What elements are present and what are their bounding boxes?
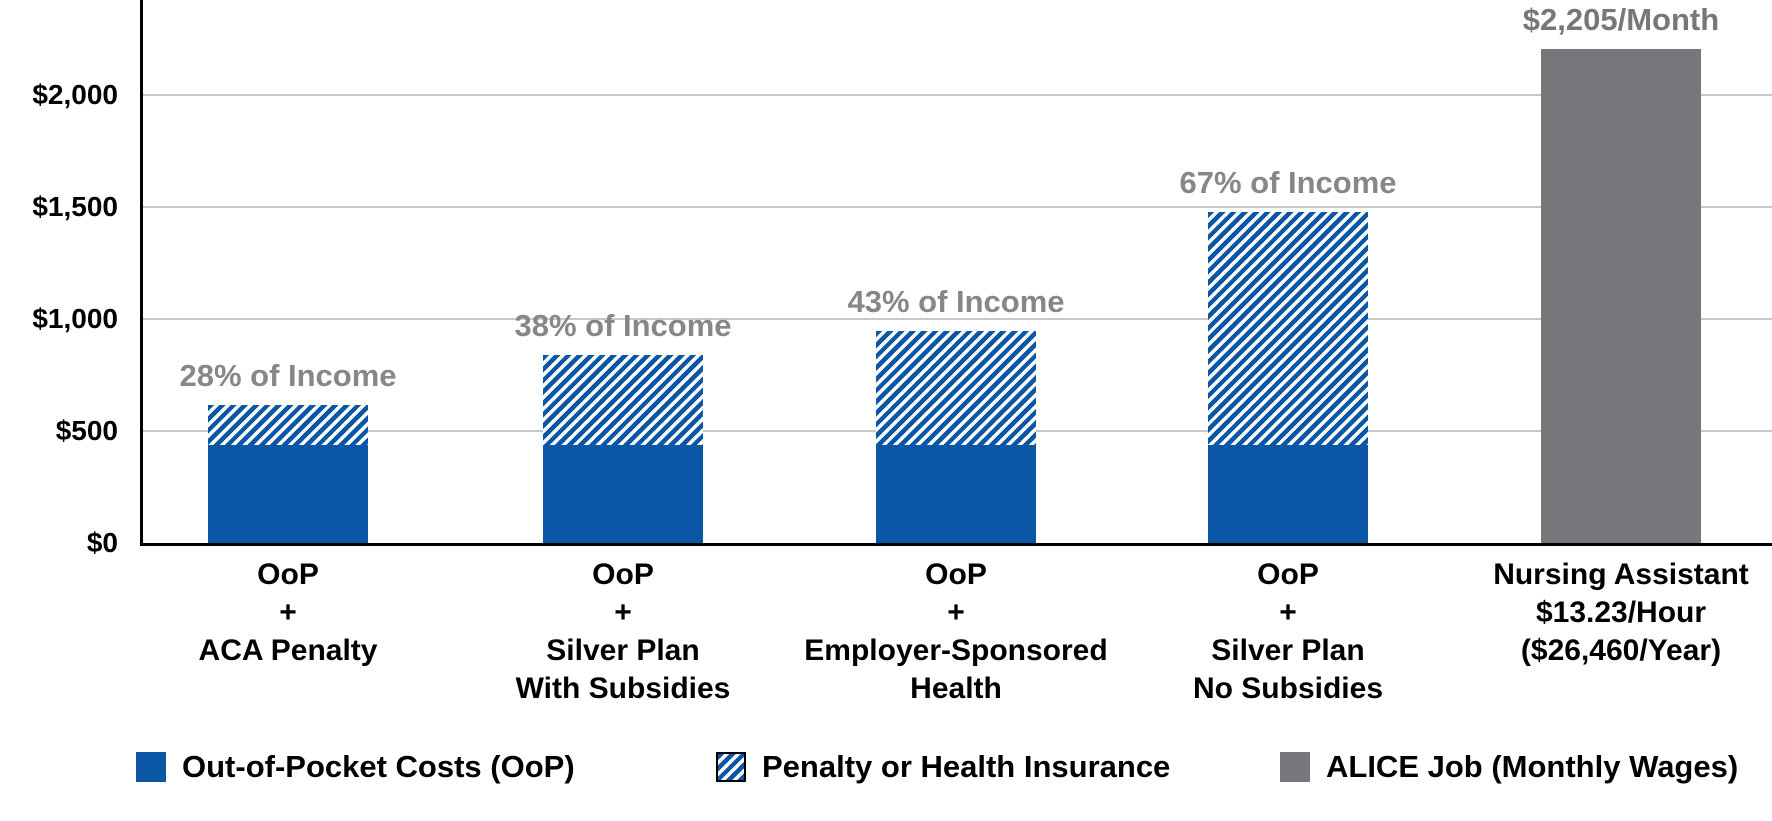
y-gridline	[143, 206, 1772, 208]
bar-segment-hatched-blue	[543, 355, 703, 445]
bar-segment-hatched-blue	[208, 405, 368, 445]
bar-segment-solid-blue	[1208, 445, 1368, 543]
bar-segment-solid-blue	[208, 445, 368, 543]
x-axis-category-line: Silver Plan	[1211, 634, 1365, 667]
y-gridline	[143, 94, 1772, 96]
bar-segment-solid-gray	[1541, 49, 1701, 543]
bar-segment-hatched-blue	[876, 331, 1036, 445]
legend-label: Penalty or Health Insurance	[762, 749, 1171, 784]
x-axis-category-line: OoP	[257, 558, 319, 591]
x-axis-category-line: ACA Penalty	[198, 634, 378, 667]
legend-item: Penalty or Health Insurance	[716, 750, 1170, 784]
x-axis-category-line: +	[614, 596, 632, 629]
legend-item: ALICE Job (Monthly Wages)	[1280, 750, 1738, 784]
x-axis-category-label: OoP + Silver Plan No Subsidies	[1098, 556, 1478, 708]
x-axis-category-line: +	[279, 596, 297, 629]
x-axis-category-label: OoP + Silver Plan With Subsidies	[433, 556, 813, 708]
y-axis-tick-label: $1,000	[32, 303, 118, 334]
x-axis-category-line: +	[947, 596, 965, 629]
y-gridline	[143, 318, 1772, 320]
bar-annotation: $2,205/Month	[1522, 2, 1720, 37]
legend-swatch-hatched-blue	[716, 752, 746, 782]
x-axis-category-line: No Subsidies	[1192, 672, 1384, 705]
x-axis-category-line: With Subsidies	[515, 672, 731, 705]
x-axis-category-line: Health	[910, 672, 1002, 705]
y-axis-tick-label: $2,000	[32, 79, 118, 110]
x-axis-category-line: OoP	[925, 558, 987, 591]
legend-label: Out-of-Pocket Costs (OoP)	[182, 749, 575, 784]
y-axis-tick-label: $500	[55, 415, 118, 446]
bar-annotation: 43% of Income	[847, 284, 1065, 319]
x-axis-category-label: Nursing Assistant $13.23/Hour ($26,460/Yea…	[1431, 556, 1772, 670]
legend-swatch-solid-gray	[1280, 752, 1310, 782]
plot-area: 28% of Income 38% of Income 43% of Income 6…	[140, 0, 1772, 546]
bar-segment-hatched-blue	[1208, 212, 1368, 445]
bar-segment-solid-blue	[876, 445, 1036, 543]
x-axis-category-label: OoP + ACA Penalty	[98, 556, 478, 670]
bar-annotation: 38% of Income	[514, 308, 732, 343]
x-axis-category-line: ($26,460/Year)	[1520, 634, 1722, 667]
x-axis-category-line: Employer-Sponsored	[804, 634, 1108, 667]
x-axis-category-line: Nursing Assistant	[1493, 558, 1749, 591]
bar-annotation: 67% of Income	[1179, 165, 1397, 200]
x-axis-category-line: Silver Plan	[546, 634, 700, 667]
legend-swatch-solid-blue	[136, 752, 166, 782]
legend-label: ALICE Job (Monthly Wages)	[1326, 749, 1739, 784]
x-axis-category-line: OoP	[1257, 558, 1319, 591]
bar-segment-solid-blue	[543, 445, 703, 543]
x-axis-category-line: $13.23/Hour	[1535, 596, 1707, 629]
x-axis-category-label: OoP + Employer-Sponsored Health	[766, 556, 1146, 708]
x-axis-category-line: +	[1279, 596, 1297, 629]
y-axis-tick-label: $1,500	[32, 191, 118, 222]
legend-item: Out-of-Pocket Costs (OoP)	[136, 750, 575, 784]
x-axis-category-line: OoP	[592, 558, 654, 591]
y-axis-tick-label: $0	[86, 527, 118, 558]
bar-annotation: 28% of Income	[179, 358, 397, 393]
